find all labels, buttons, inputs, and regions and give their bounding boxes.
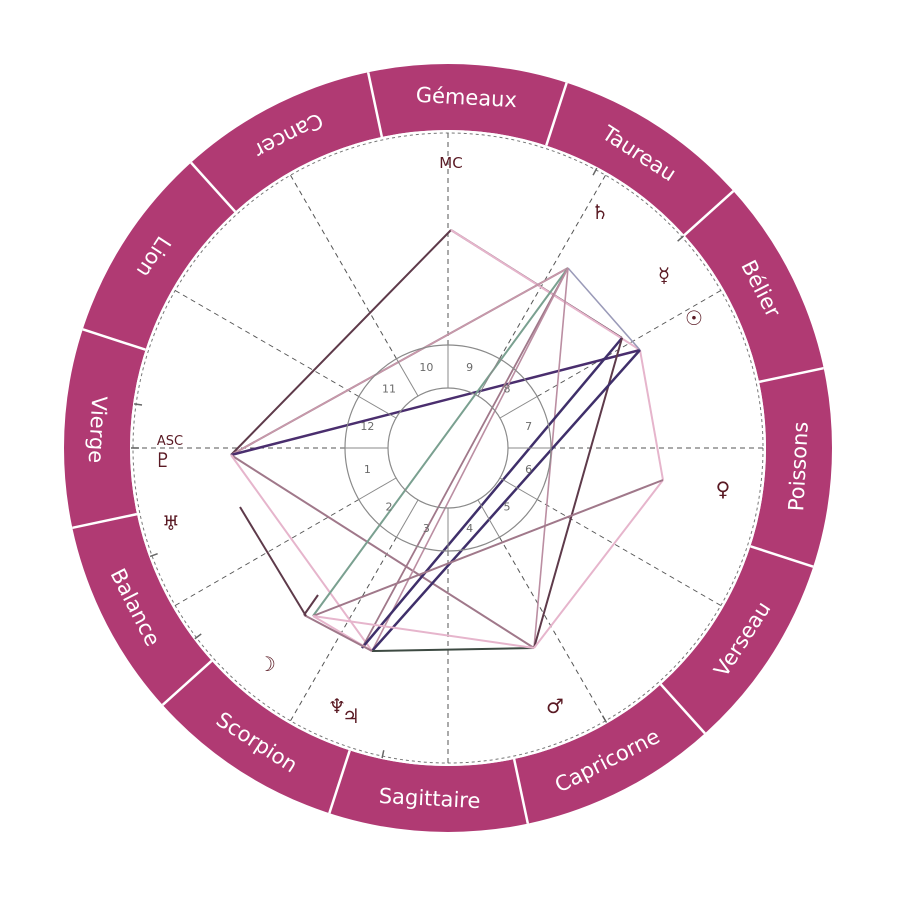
degree-tick	[133, 403, 143, 406]
house-divider	[396, 358, 419, 397]
house-number: 3	[423, 522, 430, 535]
aspect-line	[239, 506, 307, 617]
sign-divider	[683, 190, 735, 237]
sign-divider	[512, 758, 530, 824]
house-number: 4	[466, 522, 473, 535]
zodiac-sign-label: Gémeaux	[415, 83, 517, 112]
house-number: 9	[466, 361, 473, 374]
sign-divider	[328, 750, 351, 814]
aspect-line	[230, 267, 569, 456]
house-number: 10	[419, 361, 433, 374]
aspect-lines	[230, 229, 664, 652]
zodiac-sign-label: Sagittaire	[378, 784, 481, 813]
sign-divider	[72, 512, 138, 530]
aspect-line	[230, 454, 535, 649]
degree-tick	[381, 750, 385, 759]
house-number: 12	[360, 420, 374, 433]
neptune-icon: ♆	[328, 694, 346, 718]
degree-tick	[194, 633, 202, 640]
aspect-line	[533, 479, 664, 649]
aspect-line	[450, 229, 641, 351]
planet-glyphs: ♄ ☿ ☉ ♀ ♂ ♃♆ ☽ ♅ ♇	[154, 200, 730, 728]
aspect-line	[639, 349, 664, 481]
sign-divider	[659, 683, 706, 735]
mercury-icon: ☿	[658, 263, 670, 287]
pluto-icon: ♇	[154, 448, 172, 472]
aspect-line	[371, 647, 535, 652]
sign-divider	[750, 545, 814, 568]
mc-label: MC	[439, 154, 462, 172]
house-divider	[477, 358, 500, 397]
house-number: 7	[525, 420, 532, 433]
sign-divider	[161, 659, 213, 706]
house-divider	[477, 499, 500, 538]
house-divider	[499, 477, 538, 500]
sun-icon: ☉	[685, 306, 703, 330]
sign-divider	[758, 366, 824, 384]
aspect-line	[533, 337, 623, 649]
degree-tick	[149, 552, 158, 558]
aspect-line	[312, 267, 569, 617]
house-divider	[499, 396, 538, 419]
aspect-line	[312, 479, 664, 617]
degree-tick	[677, 235, 685, 242]
mars-icon: ♂	[546, 694, 564, 718]
house-number: 1	[364, 463, 371, 476]
house-number: 6	[525, 463, 532, 476]
sign-divider	[190, 161, 237, 213]
sign-divider	[545, 82, 568, 146]
house-number: 5	[504, 501, 511, 514]
zodiac-ring: GémeauxTaureauBélierPoissonsVerseauCapri…	[64, 64, 832, 832]
aspect-line	[371, 349, 641, 652]
house-number: 11	[382, 382, 396, 395]
aspect-line	[371, 267, 569, 652]
aspect-line	[230, 454, 373, 652]
house-divider	[358, 477, 397, 500]
zodiac-sign-label: Poissons	[784, 421, 813, 512]
aspect-line	[567, 267, 641, 351]
jupiter-icon: ♃	[342, 704, 360, 728]
chart-face	[130, 130, 766, 766]
house-divider	[358, 396, 397, 419]
aspect-line	[361, 337, 623, 649]
aspect-line	[312, 615, 535, 649]
aspect-line	[230, 348, 641, 457]
sign-divider	[82, 328, 146, 351]
house-divider	[396, 499, 419, 538]
asc-label: ASC	[157, 434, 183, 449]
sign-divider	[366, 72, 384, 138]
saturn-icon: ♄	[591, 200, 609, 224]
venus-icon: ♀	[716, 477, 731, 501]
aspect-line	[230, 229, 452, 456]
aspect-line	[303, 614, 373, 652]
house-number: 8	[504, 382, 511, 395]
house-number: 2	[385, 501, 392, 514]
zodiac-sign-label: Vierge	[84, 395, 111, 463]
aspect-line	[303, 594, 319, 616]
moon-icon: ☽	[258, 652, 276, 676]
degree-tick	[592, 167, 598, 176]
zodiac-band	[64, 64, 832, 832]
uranus-icon: ♅	[162, 511, 180, 535]
